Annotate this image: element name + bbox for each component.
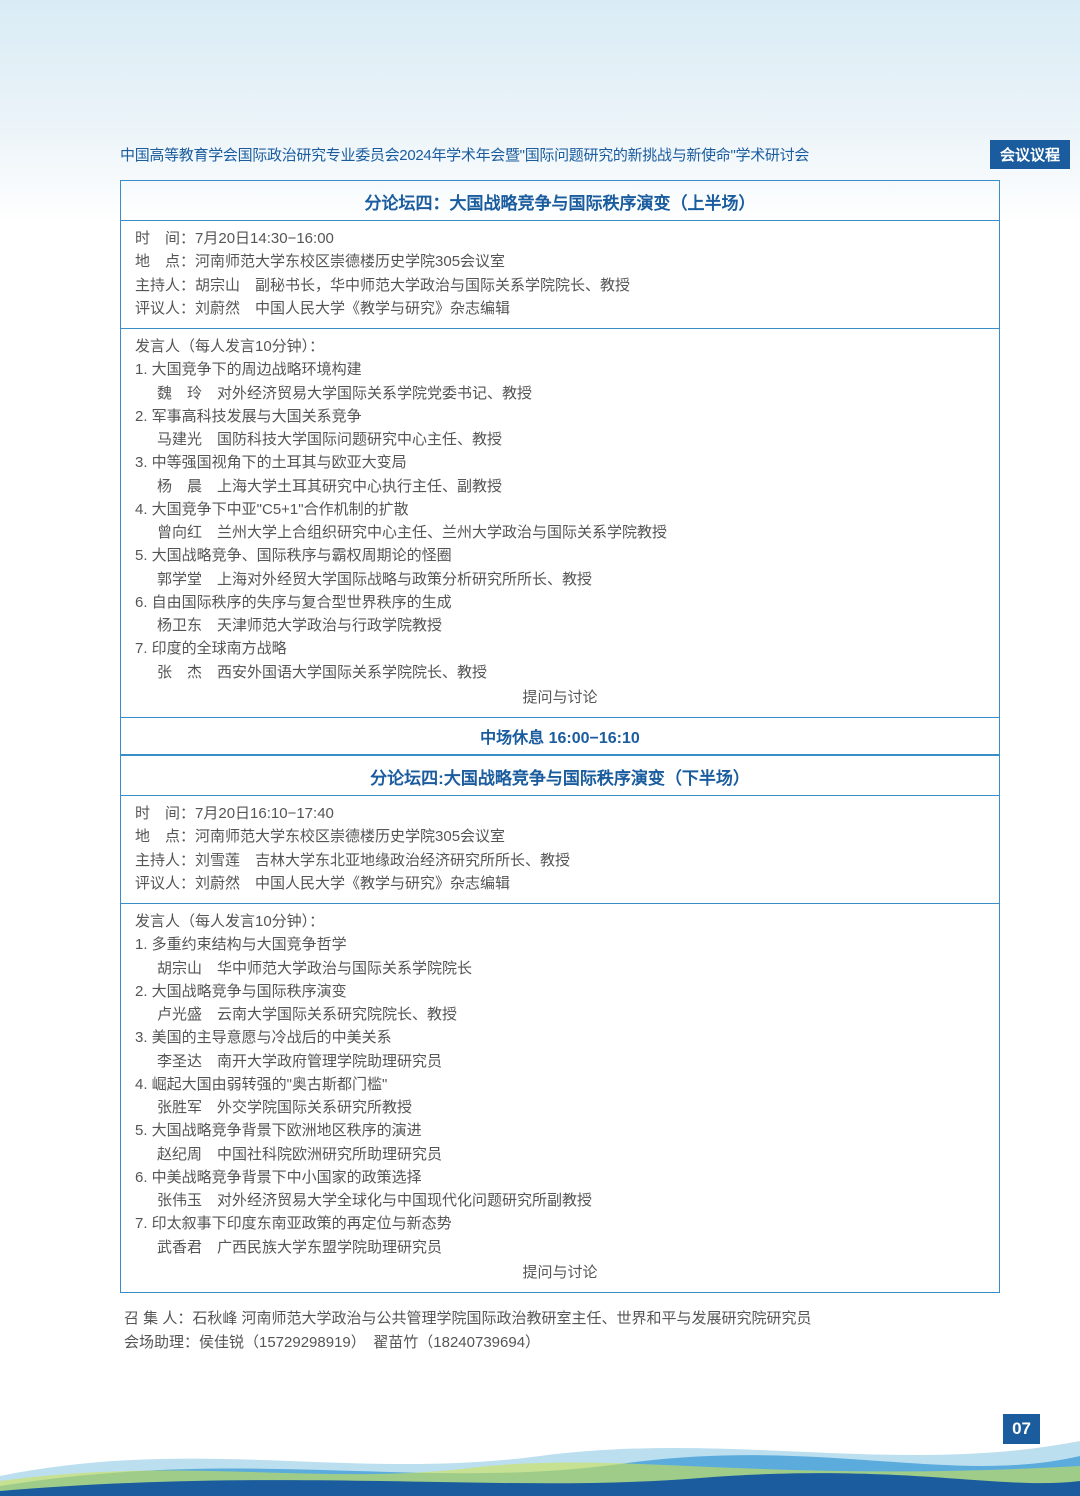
- session-1-meta: 时 间：7月20日14:30−16:00 地 点：河南师范大学东校区崇德楼历史学…: [121, 221, 999, 329]
- speaker-title: 7. 印太叙事下印度东南亚政策的再定位与新态势: [135, 1212, 985, 1235]
- session-2-title: 分论坛四:大国战略竞争与国际秩序演变（下半场）: [121, 755, 999, 796]
- speaker-title: 4. 崛起大国由弱转强的"奥古斯都门槛": [135, 1073, 985, 1096]
- speaker-name: 张胜军 外交学院国际关系研究所教授: [135, 1096, 985, 1119]
- speaker-name: 武香君 广西民族大学东盟学院助理研究员: [135, 1236, 985, 1259]
- speaker-name: 张 杰 西安外国语大学国际关系学院院长、教授: [135, 661, 985, 684]
- time-value: 7月20日16:10−17:40: [195, 802, 334, 825]
- reviewer-value: 刘蔚然 中国人民大学《教学与研究》杂志编辑: [195, 297, 510, 320]
- speaker-name: 郭学堂 上海对外经贸大学国际战略与政策分析研究所所长、教授: [135, 568, 985, 591]
- time-value: 7月20日14:30−16:00: [195, 227, 334, 250]
- header-text: 中国高等教育学会国际政治研究专业委员会2024年学术年会暨"国际问题研究的新挑战…: [120, 144, 809, 165]
- break-row: 中场休息 16:00−16:10: [120, 718, 1000, 755]
- speaker-name: 杨卫东 天津师范大学政治与行政学院教授: [135, 614, 985, 637]
- session-1-speakers: 发言人（每人发言10分钟）： 1. 大国竞争下的周边战略环境构建魏 玲 对外经济…: [121, 329, 999, 717]
- speaker-name: 曾向红 兰州大学上合组织研究中心主任、兰州大学政治与国际关系学院教授: [135, 521, 985, 544]
- place-value: 河南师范大学东校区崇德楼历史学院305会议室: [195, 825, 505, 848]
- main-content: 分论坛四：大国战略竞争与国际秩序演变（上半场） 时 间：7月20日14:30−1…: [120, 180, 1000, 1355]
- convener-line: 召 集 人：石秋峰 河南师范大学政治与公共管理学院国际政治教研室主任、世界和平与…: [124, 1307, 996, 1331]
- session-2-meta: 时 间：7月20日16:10−17:40 地 点：河南师范大学东校区崇德楼历史学…: [121, 796, 999, 904]
- host-value: 胡宗山 副秘书长，华中师范大学政治与国际关系学院院长、教授: [195, 274, 630, 297]
- speaker-title: 6. 自由国际秩序的失序与复合型世界秩序的生成: [135, 591, 985, 614]
- speaker-name: 魏 玲 对外经济贸易大学国际关系学院党委书记、教授: [135, 382, 985, 405]
- session-2-speakers: 发言人（每人发言10分钟）： 1. 多重约束结构与大国竞争哲学胡宗山 华中师范大…: [121, 904, 999, 1292]
- reviewer-label: 评议人：: [135, 872, 195, 895]
- host-value: 刘雪莲 吉林大学东北亚地缘政治经济研究所所长、教授: [195, 849, 570, 872]
- speaker-title: 1. 多重约束结构与大国竞争哲学: [135, 933, 985, 956]
- header-badge: 会议议程: [990, 140, 1070, 169]
- speaker-name: 李圣达 南开大学政府管理学院助理研究员: [135, 1050, 985, 1073]
- speaker-title: 3. 美国的主导意愿与冷战后的中美关系: [135, 1026, 985, 1049]
- host-label: 主持人：: [135, 849, 195, 872]
- footer-notes: 召 集 人：石秋峰 河南师范大学政治与公共管理学院国际政治教研室主任、世界和平与…: [120, 1307, 1000, 1355]
- page-header: 中国高等教育学会国际政治研究专业委员会2024年学术年会暨"国际问题研究的新挑战…: [120, 140, 1070, 169]
- footer-wave: [0, 1386, 1080, 1496]
- session-1: 分论坛四：大国战略竞争与国际秩序演变（上半场） 时 间：7月20日14:30−1…: [120, 180, 1000, 718]
- reviewer-label: 评议人：: [135, 297, 195, 320]
- time-label: 时 间：: [135, 227, 195, 250]
- speakers-head: 发言人（每人发言10分钟）：: [135, 910, 985, 933]
- speaker-title: 5. 大国战略竞争、国际秩序与霸权周期论的怪圈: [135, 544, 985, 567]
- speaker-title: 1. 大国竞争下的周边战略环境构建: [135, 358, 985, 381]
- assistant-line: 会场助理：侯佳锐（15729298919） 翟苗竹（18240739694）: [124, 1331, 996, 1355]
- speaker-title: 3. 中等强国视角下的土耳其与欧亚大变局: [135, 451, 985, 474]
- speaker-title: 2. 大国战略竞争与国际秩序演变: [135, 980, 985, 1003]
- qa-text: 提问与讨论: [135, 684, 985, 709]
- place-label: 地 点：: [135, 825, 195, 848]
- speaker-title: 4. 大国竞争下中亚"C5+1"合作机制的扩散: [135, 498, 985, 521]
- speakers-head: 发言人（每人发言10分钟）：: [135, 335, 985, 358]
- speaker-name: 胡宗山 华中师范大学政治与国际关系学院院长: [135, 957, 985, 980]
- speaker-name: 张伟玉 对外经济贸易大学全球化与中国现代化问题研究所副教授: [135, 1189, 985, 1212]
- speaker-name: 杨 晨 上海大学土耳其研究中心执行主任、副教授: [135, 475, 985, 498]
- speaker-title: 2. 军事高科技发展与大国关系竞争: [135, 405, 985, 428]
- session-1-title: 分论坛四：大国战略竞争与国际秩序演变（上半场）: [121, 181, 999, 221]
- speaker-name: 赵纪周 中国社科院欧洲研究所助理研究员: [135, 1143, 985, 1166]
- qa-text: 提问与讨论: [135, 1259, 985, 1284]
- host-label: 主持人：: [135, 274, 195, 297]
- session-2: 分论坛四:大国战略竞争与国际秩序演变（下半场） 时 间：7月20日16:10−1…: [120, 755, 1000, 1293]
- time-label: 时 间：: [135, 802, 195, 825]
- place-value: 河南师范大学东校区崇德楼历史学院305会议室: [195, 250, 505, 273]
- speaker-title: 6. 中美战略竞争背景下中小国家的政策选择: [135, 1166, 985, 1189]
- place-label: 地 点：: [135, 250, 195, 273]
- speaker-title: 5. 大国战略竞争背景下欧洲地区秩序的演进: [135, 1119, 985, 1142]
- speaker-name: 马建光 国防科技大学国际问题研究中心主任、教授: [135, 428, 985, 451]
- speaker-title: 7. 印度的全球南方战略: [135, 637, 985, 660]
- speaker-name: 卢光盛 云南大学国际关系研究院院长、教授: [135, 1003, 985, 1026]
- reviewer-value: 刘蔚然 中国人民大学《教学与研究》杂志编辑: [195, 872, 510, 895]
